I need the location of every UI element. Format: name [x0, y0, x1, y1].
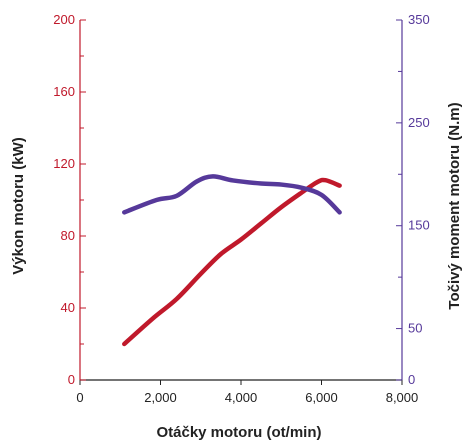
power-data-point	[200, 273, 202, 275]
x-tick-label: 4,000	[225, 390, 258, 405]
x-tick-label: 6,000	[305, 390, 338, 405]
torque-data-point	[300, 187, 302, 189]
left-tick-label: 200	[53, 12, 75, 27]
left-tick-label: 0	[68, 372, 75, 387]
x-tick-label: 8,000	[386, 390, 419, 405]
x-tick-label: 2,000	[144, 390, 177, 405]
power-data-point	[316, 181, 319, 183]
right-axis-title: Točivý moment motoru (N.m)	[446, 102, 463, 309]
power-data-point	[300, 192, 302, 194]
torque-series-line	[122, 174, 342, 215]
right-tick-label: 0	[408, 372, 415, 387]
torque-data-point	[260, 182, 262, 185]
right-axis-ticks: 0 50 150 250 350	[396, 12, 430, 387]
torque-data-point	[339, 211, 341, 213]
power-data-point	[151, 318, 154, 320]
power-series-line	[122, 177, 342, 347]
right-tick-label: 250	[408, 115, 430, 130]
left-tick-label: 40	[61, 300, 75, 315]
right-tick-label: 150	[408, 218, 430, 233]
left-axis-title: Výkon motoru (kW)	[10, 137, 27, 275]
torque-data-point	[123, 211, 125, 213]
power-data-point	[339, 185, 341, 187]
right-tick-label: 50	[408, 321, 422, 336]
series-layer	[122, 174, 342, 347]
torque-data-point	[320, 194, 323, 196]
right-tick-label: 350	[408, 12, 430, 27]
left-tick-label: 80	[61, 228, 75, 243]
torque-data-point	[196, 180, 198, 183]
left-axis-ticks: 0 40 80 120 160 200	[53, 12, 86, 387]
x-axis-title: Otáčky motoru (ot/min)	[156, 424, 321, 441]
power-data-point	[123, 343, 125, 345]
torque-data-point	[232, 179, 234, 182]
x-axis-ticks: 0 2,000 4,000 6,000 8,000	[76, 380, 418, 405]
torque-data-point	[280, 183, 282, 186]
left-tick-label: 160	[53, 84, 75, 99]
power-data-point	[220, 253, 222, 255]
torque-data-point	[176, 195, 178, 197]
torque-data-point	[155, 199, 158, 201]
power-data-point	[176, 298, 178, 300]
power-data-point	[280, 206, 282, 208]
x-tick-label: 0	[76, 390, 83, 405]
left-tick-label: 120	[53, 156, 75, 171]
plot-frame	[79, 20, 403, 381]
power-data-point	[240, 239, 242, 241]
torque-data-point	[212, 175, 214, 177]
power-data-point	[260, 222, 262, 224]
power-data-point	[324, 179, 327, 181]
